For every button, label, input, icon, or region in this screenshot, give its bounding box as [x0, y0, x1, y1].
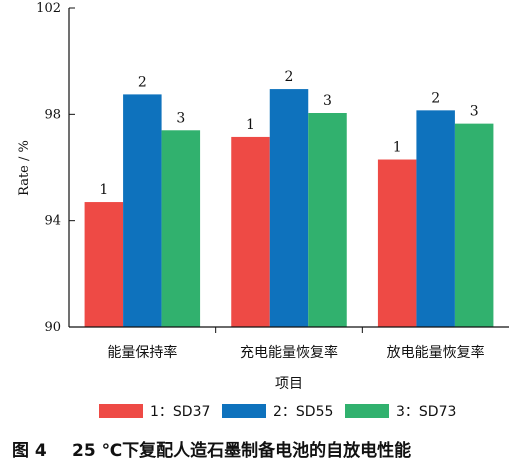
x-category-label: 放电能量恢复率 — [387, 344, 485, 361]
bar-data-label: 3 — [323, 93, 332, 109]
y-tick-label: 94 — [44, 214, 61, 229]
bar-2 — [269, 89, 309, 328]
bar-data-label: 1 — [99, 182, 108, 198]
bar-data-label: 3 — [470, 104, 479, 120]
figure-caption: 图 4 25 ℃下复配人造石墨制备电池的自放电性能 — [0, 436, 520, 466]
bar-1 — [231, 136, 270, 327]
bar-3 — [161, 130, 201, 327]
bar-data-label: 1 — [393, 140, 402, 156]
bar-3 — [308, 113, 347, 327]
y-axis-title: Rate / % — [17, 140, 32, 196]
bar-data-label: 2 — [138, 74, 147, 90]
bar-2 — [416, 110, 455, 328]
x-axis-title: 项目 — [275, 376, 303, 392]
legend-label: 2：SD55 — [273, 404, 333, 420]
figure-title: 25 ℃下复配人造石墨制备电池的自放电性能 — [72, 441, 412, 461]
x-category-label: 能量保持率 — [107, 344, 177, 361]
bar-2 — [123, 94, 162, 327]
legend-label: 3：SD73 — [396, 404, 456, 420]
figure-number: 图 4 — [12, 441, 47, 461]
y-tick-label: 98 — [44, 107, 61, 122]
bar-data-label: 2 — [431, 90, 440, 106]
bar-data-label: 3 — [176, 110, 185, 126]
legend-swatch — [99, 404, 143, 418]
bar-1 — [377, 159, 417, 327]
legend-swatch — [345, 404, 389, 418]
legend-label: 1：SD37 — [150, 404, 210, 420]
x-category-label: 充电能量恢复率 — [240, 344, 338, 361]
y-tick-label: 90 — [44, 320, 61, 335]
legend: 1：SD37 2：SD55 3：SD73 — [99, 404, 456, 420]
legend-swatch — [222, 404, 266, 418]
bar-3 — [454, 123, 494, 327]
bar-data-label: 1 — [246, 117, 255, 133]
bar-1 — [84, 202, 124, 327]
bar-data-label: 2 — [285, 69, 294, 85]
y-tick-label: 102 — [36, 1, 61, 16]
